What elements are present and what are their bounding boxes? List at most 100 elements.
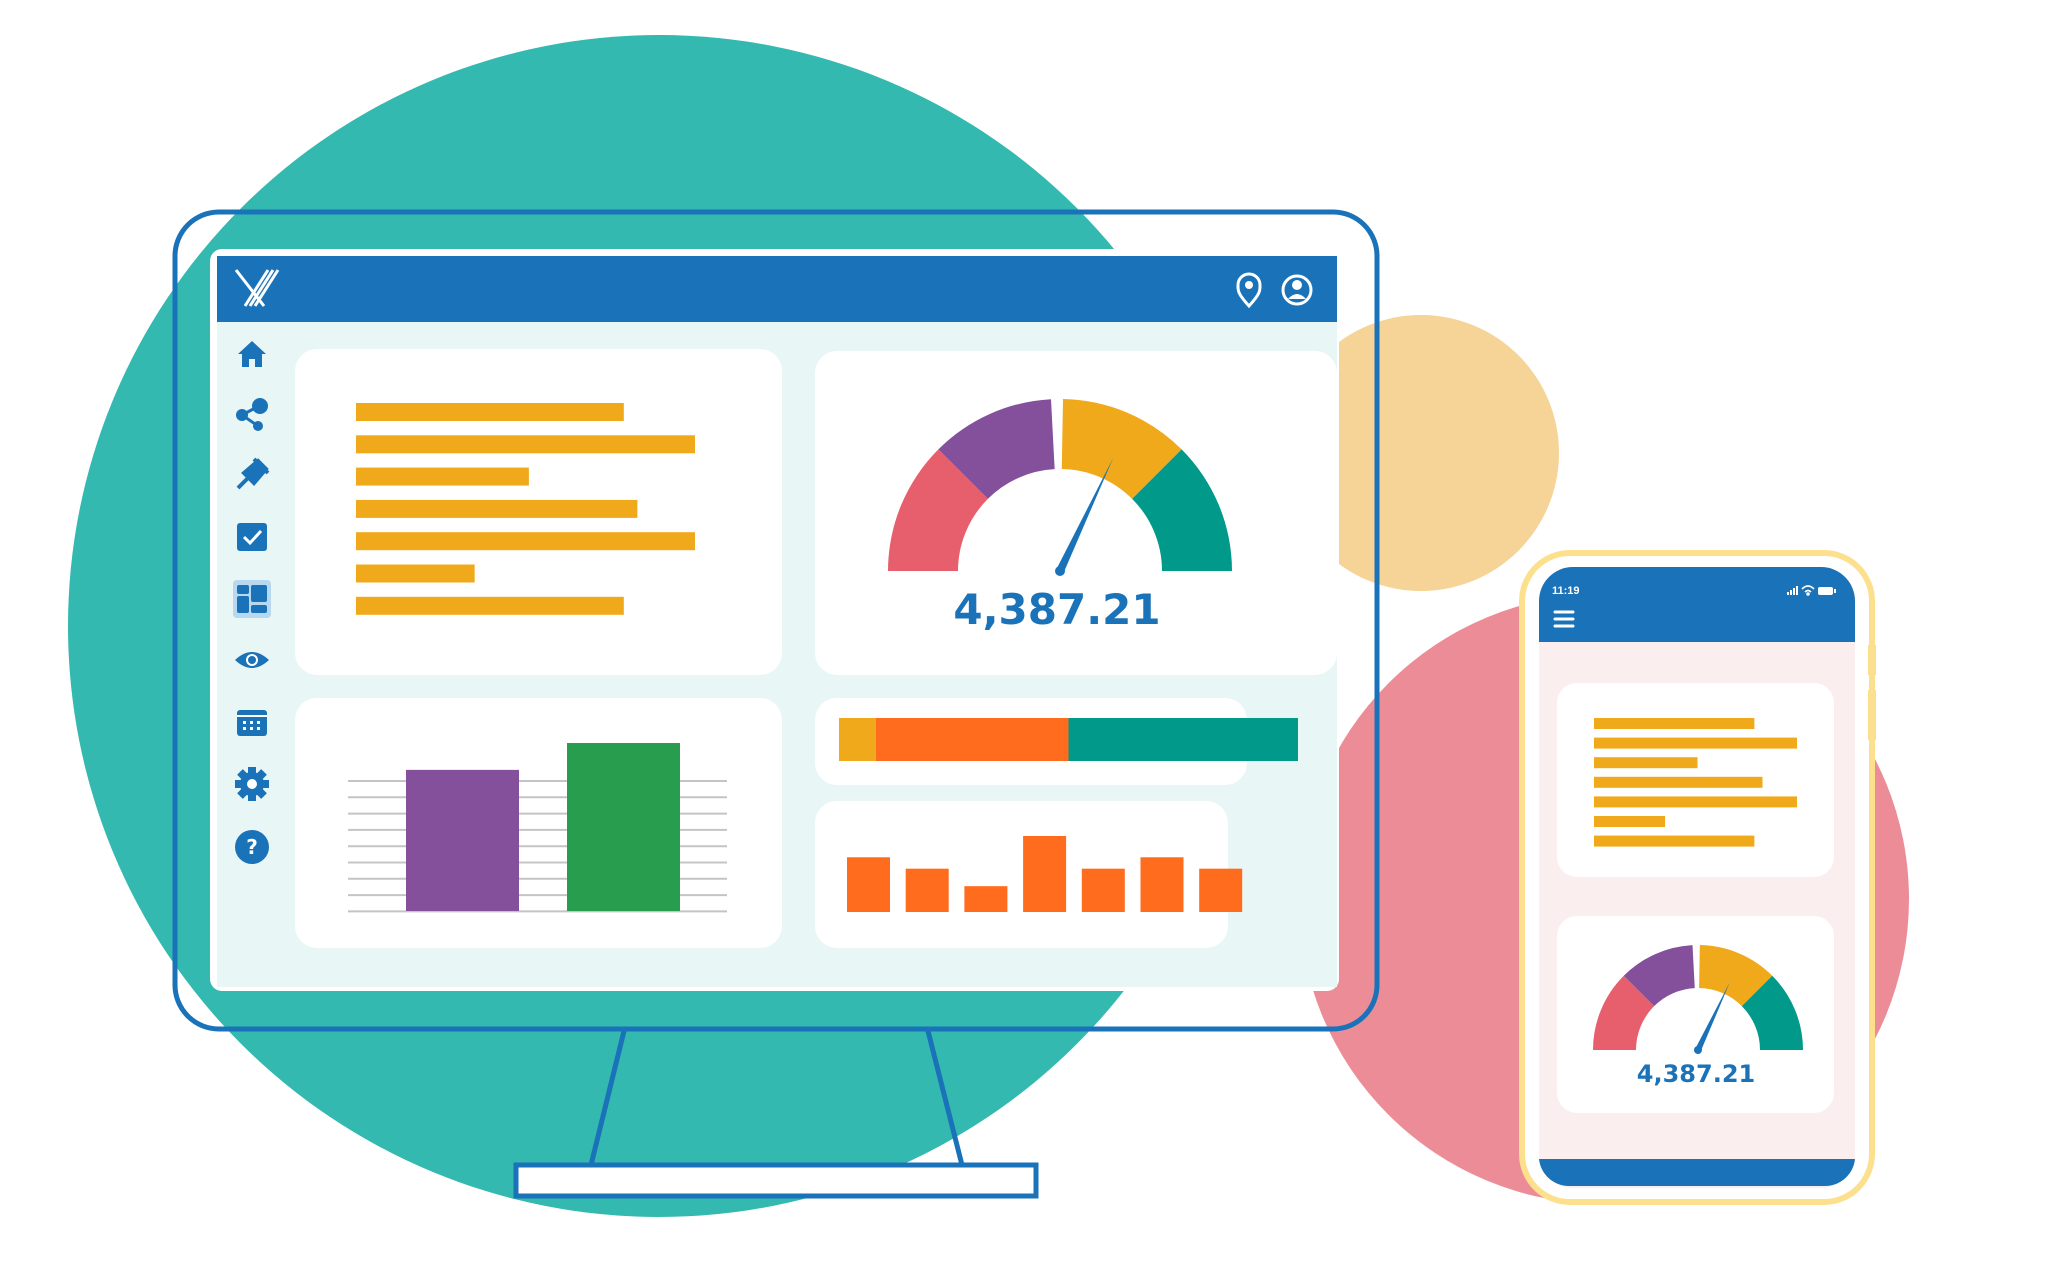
horizontal-bar [1594, 796, 1797, 808]
gear-hole [247, 779, 257, 789]
horizontal-bar [356, 499, 638, 518]
gear-tooth [248, 793, 256, 801]
status-time: 11:19 [1552, 585, 1580, 597]
horizontal-bar [1594, 718, 1755, 729]
wifi-icon [1801, 585, 1815, 596]
orange-column [1081, 868, 1125, 912]
orange-column-chart [847, 836, 1243, 912]
gauge-chart [888, 399, 1232, 576]
sidebar-item-gear[interactable] [235, 767, 269, 801]
gauge-segment [1623, 945, 1695, 1007]
column-chart [348, 743, 727, 913]
sidebar-item-share[interactable] [236, 398, 268, 431]
hamburger-menu-icon[interactable] [1553, 610, 1575, 628]
pin-icon [236, 457, 270, 490]
horizontal-bar [1594, 835, 1755, 847]
sidebar-item-eye[interactable] [235, 652, 269, 668]
calendar-day [257, 721, 260, 724]
user-account-icon[interactable] [1281, 274, 1313, 306]
mobile-gauge-chart [1593, 945, 1803, 1054]
column-bar [567, 743, 680, 911]
sidebar-item-checkbox[interactable] [237, 523, 267, 551]
pin-shape [236, 457, 270, 490]
share-node [236, 409, 248, 421]
gauge-segment [1593, 975, 1655, 1050]
help-icon: ? [235, 830, 269, 864]
share-icon [236, 398, 268, 431]
app-header [217, 256, 1337, 322]
calendar-day [243, 727, 246, 730]
mobile-gauge-value: 4,387.21 [1637, 1060, 1755, 1088]
sidebar-item-home[interactable] [238, 341, 266, 367]
gauge-needle-hub [1055, 566, 1065, 576]
horizontal-bar [356, 435, 695, 454]
horizontal-bar-chart [356, 403, 695, 615]
horizontal-bar [356, 467, 529, 486]
checkbox-box [237, 523, 267, 551]
logo-text: X [0, 0, 11, 4]
horizontal-bar [1594, 757, 1698, 769]
column-bar [406, 769, 519, 911]
gauge-segment [1132, 449, 1232, 571]
horizontal-bar [1594, 816, 1666, 827]
help-glyph: ? [246, 835, 258, 859]
mobile-card-gauge [1557, 916, 1834, 1113]
battery-icon [1818, 587, 1836, 595]
share-node [253, 421, 263, 431]
horizontal-bar [356, 532, 695, 551]
dashboard-icon [233, 580, 271, 618]
sidebar: ? [233, 341, 271, 864]
card-gauge [815, 351, 1337, 675]
gear-icon [235, 767, 269, 801]
gauge-segment [1741, 975, 1803, 1050]
gauge-segment [938, 399, 1055, 499]
gauge-needle [1695, 982, 1730, 1052]
gauge-needle-hub [1694, 1046, 1702, 1054]
horizontal-bar [356, 403, 624, 421]
sidebar-item-help[interactable]: ? [235, 830, 269, 864]
background-peach-circle [1283, 315, 1559, 591]
gauge-needle [1056, 457, 1114, 573]
gear-tooth [248, 767, 256, 775]
stacked-segment [839, 718, 876, 761]
location-pin-icon[interactable] [1236, 272, 1262, 309]
calendar-day [243, 721, 246, 724]
stacked-segment [875, 718, 1069, 761]
orange-column [964, 886, 1008, 912]
checkmark [242, 529, 263, 546]
dashboard-tile [251, 585, 267, 602]
share-node [252, 398, 268, 414]
gauge-value: 4,387.21 [953, 585, 1160, 634]
orange-column [1199, 868, 1243, 912]
gauge-segment [1699, 945, 1773, 1007]
phone-side-button [1868, 645, 1876, 675]
calendar-icon [237, 710, 267, 736]
eye-pupil [248, 656, 256, 664]
monitor-frame [172, 209, 1380, 1032]
horizontal-bar [356, 596, 624, 615]
phone-header [1539, 567, 1855, 642]
gauge-segment [1061, 399, 1182, 499]
mobile-horizontal-bar-chart [1594, 718, 1797, 847]
stacked-segment [1068, 718, 1298, 761]
sidebar-item-pin[interactable] [236, 457, 270, 490]
orange-column [1023, 836, 1067, 912]
help-circle [235, 830, 269, 864]
phone-side-button [1868, 690, 1876, 740]
app-logo[interactable]: X [0, 0, 280, 307]
signal-icon [1787, 586, 1798, 595]
eye-icon [235, 652, 269, 668]
gauge-segment [888, 449, 988, 571]
phone-bottom-bar [1539, 1159, 1855, 1187]
orange-column [1140, 857, 1184, 912]
sidebar-item-dashboard[interactable] [233, 580, 271, 618]
calendar-day [250, 727, 253, 730]
horizontal-bar [1594, 776, 1763, 788]
sidebar-item-calendar[interactable] [237, 710, 267, 736]
monitor-stand [513, 1030, 1039, 1199]
home-icon [238, 341, 266, 367]
checkbox-icon [237, 523, 267, 551]
orange-column [847, 857, 890, 912]
dashboard-tile [251, 605, 267, 613]
